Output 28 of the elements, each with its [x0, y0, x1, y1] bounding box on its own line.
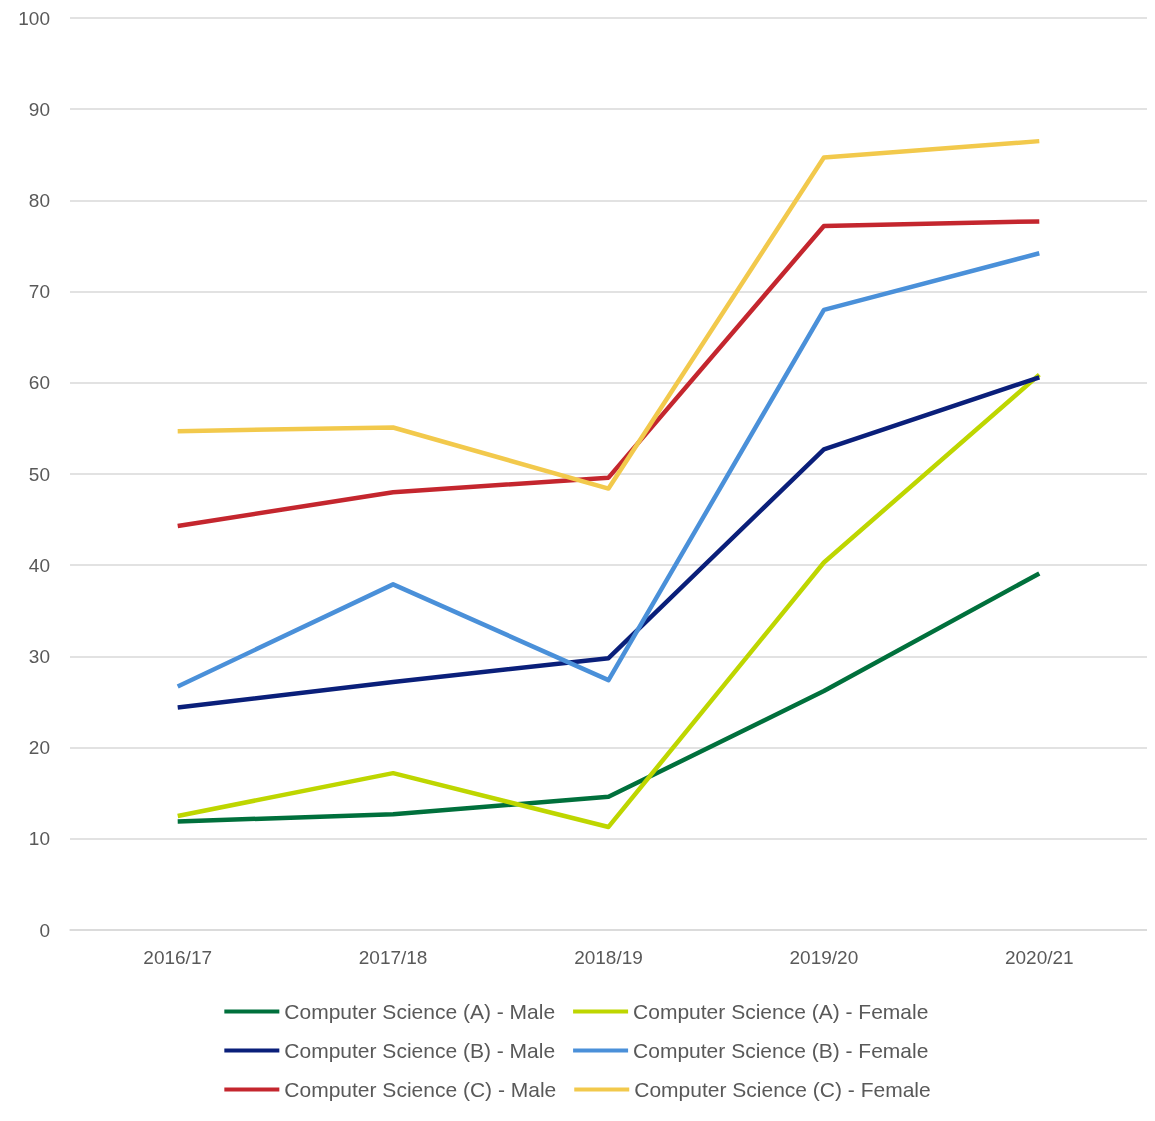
x-tick-label: 2016/17	[143, 947, 213, 968]
y-tick-label: 60	[28, 372, 50, 394]
legend-label: Computer Science (B) - Male	[284, 1039, 556, 1062]
x-tick-label: 2018/19	[574, 947, 643, 968]
y-tick-label: 30	[28, 645, 50, 667]
legend-label: Computer Science (C) - Male	[284, 1078, 557, 1101]
line-series	[175, 372, 1042, 830]
y-tick-label: 70	[28, 281, 50, 303]
y-tick-label: 100	[18, 7, 50, 29]
y-tick-label: 40	[28, 554, 50, 576]
line-series	[175, 375, 1042, 710]
legend-label: Computer Science (B) - Female	[633, 1039, 929, 1062]
x-tick-label: 2020/21	[1004, 947, 1074, 968]
legend-label: Computer Science (A) - Male	[284, 1000, 556, 1023]
line-series	[175, 219, 1042, 529]
line-series	[175, 571, 1042, 824]
y-tick-label: 80	[28, 189, 50, 211]
y-tick-label: 20	[28, 737, 50, 759]
y-tick-label: 90	[28, 98, 50, 120]
y-tick-label: 0	[39, 919, 50, 941]
x-tick-label: 2019/20	[789, 947, 859, 968]
legend-label: Computer Science (C) - Female	[634, 1078, 931, 1101]
x-tick-label: 2017/18	[358, 947, 428, 968]
legend-label: Computer Science (A) - Female	[633, 1000, 929, 1023]
y-tick-label: 10	[28, 828, 50, 850]
line-series	[175, 251, 1042, 689]
y-tick-label: 50	[28, 463, 50, 485]
line-series	[175, 138, 1042, 491]
